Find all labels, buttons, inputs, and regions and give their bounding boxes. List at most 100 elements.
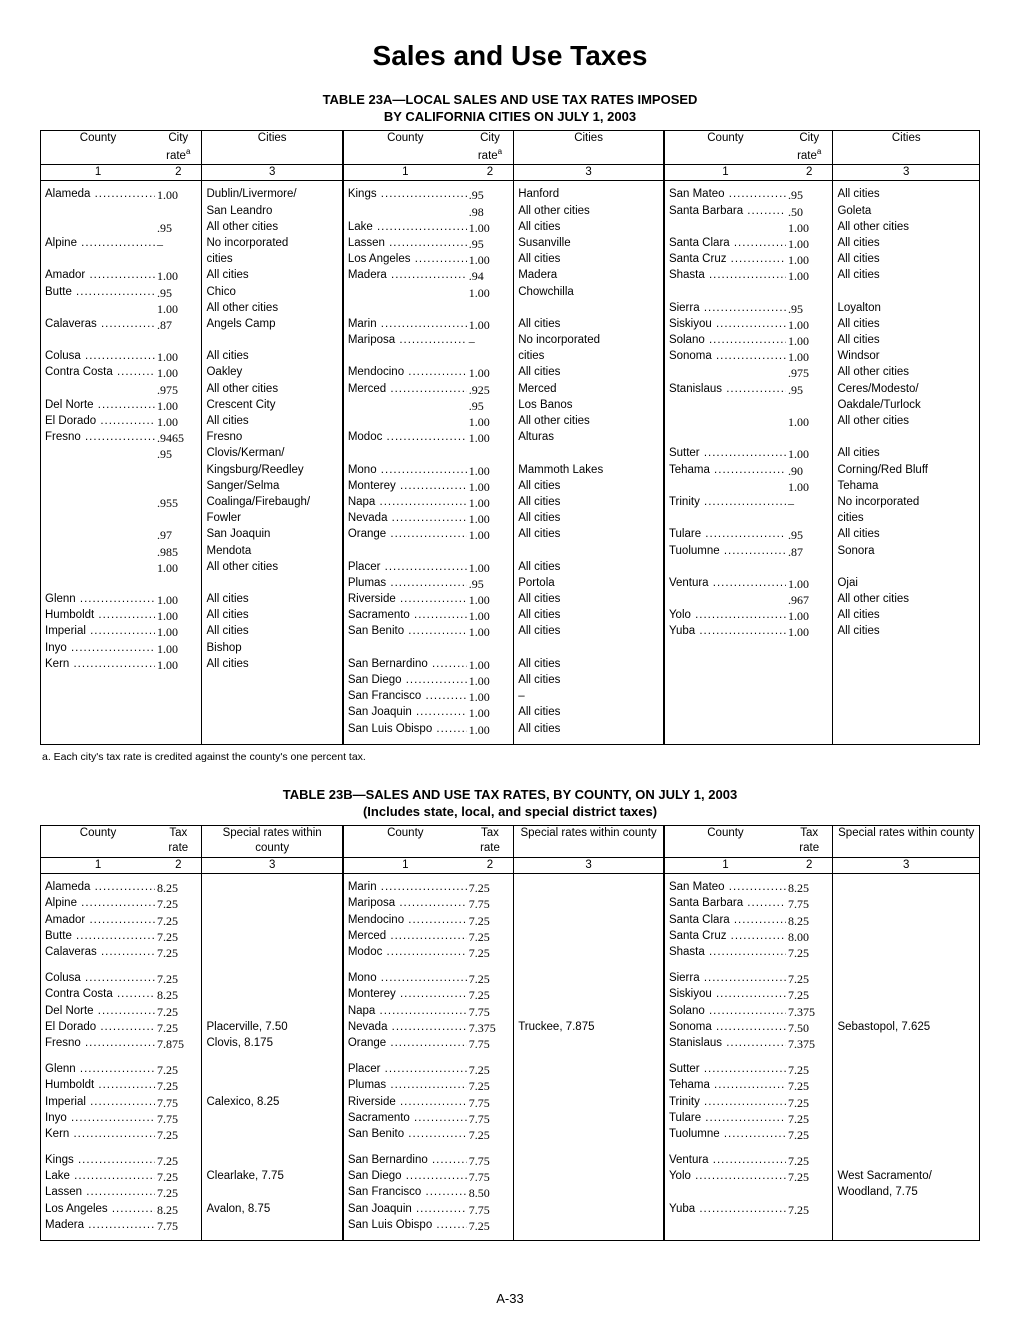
detail-cell <box>833 285 980 301</box>
detail-cell <box>514 896 664 912</box>
detail-cell: All cities <box>514 705 664 721</box>
detail-cell: Avalon, 8.75 <box>202 1202 343 1218</box>
detail-cell: Crescent City <box>202 398 343 414</box>
colnum: 2 <box>467 857 514 874</box>
detail-cell <box>833 1153 980 1169</box>
rate-cell <box>155 333 202 349</box>
rate-cell: 8.00 <box>786 929 833 945</box>
detail-cell: Ceres/Modesto/ <box>833 382 980 398</box>
detail-cell: All cities <box>833 446 980 462</box>
detail-cell: All cities <box>202 657 343 673</box>
hdr-county: County <box>343 131 467 165</box>
rate-cell: 7.25 <box>155 913 202 929</box>
county-cell <box>41 1052 156 1062</box>
rate-cell: 7.75 <box>155 1218 202 1234</box>
detail-cell: All cities <box>514 673 664 689</box>
detail-cell: – <box>514 689 664 705</box>
rate-cell: .975 <box>155 382 202 398</box>
detail-cell: Clearlake, 7.75 <box>202 1169 343 1185</box>
detail-cell <box>514 544 664 560</box>
county-cell: Placer <box>343 560 467 576</box>
detail-cell <box>202 961 343 971</box>
county-cell: San Benito <box>343 1127 467 1143</box>
county-cell <box>664 560 786 576</box>
detail-cell: All cities <box>833 236 980 252</box>
county-cell <box>41 463 156 479</box>
rate-cell <box>155 722 202 738</box>
detail-cell: Sonora <box>833 544 980 560</box>
rate-cell <box>786 689 833 705</box>
detail-cell: All cities <box>202 624 343 640</box>
county-cell: Merced <box>343 929 467 945</box>
detail-cell <box>202 929 343 945</box>
county-cell: Kern <box>41 1127 156 1143</box>
county-cell: Kings <box>343 187 467 203</box>
detail-cell: No incorporated <box>202 236 343 252</box>
detail-cell: All cities <box>514 220 664 236</box>
rate-cell: .95 <box>786 527 833 543</box>
rate-cell: 7.25 <box>155 1062 202 1078</box>
colnum: 1 <box>41 857 156 874</box>
county-cell <box>343 414 467 430</box>
detail-cell: All other cities <box>202 560 343 576</box>
rate-cell: 1.00 <box>467 479 514 495</box>
detail-cell <box>833 1218 980 1234</box>
county-cell: Lake <box>41 1169 156 1185</box>
rate-cell: .95 <box>786 301 833 317</box>
rate-cell: 1.00 <box>786 608 833 624</box>
rate-cell: – <box>786 495 833 511</box>
table-b-heading2: (Includes state, local, and special dist… <box>40 804 980 819</box>
detail-cell: All cities <box>833 608 980 624</box>
county-cell: Mariposa <box>343 896 467 912</box>
rate-cell: 7.75 <box>155 1111 202 1127</box>
rate-cell: .95 <box>467 236 514 252</box>
county-cell <box>41 301 156 317</box>
rate-cell: 1.00 <box>786 317 833 333</box>
detail-cell <box>202 945 343 961</box>
detail-cell: Truckee, 7.875 <box>514 1020 664 1036</box>
county-cell: Solano <box>664 333 786 349</box>
rate-cell: 7.25 <box>467 1062 514 1078</box>
rate-cell: 7.25 <box>155 1185 202 1201</box>
rate-cell <box>155 705 202 721</box>
detail-cell: All cities <box>202 592 343 608</box>
rate-cell <box>786 1143 833 1153</box>
rate-cell: 8.25 <box>155 880 202 896</box>
county-cell: Shasta <box>664 945 786 961</box>
detail-cell <box>514 1111 664 1127</box>
county-cell <box>343 398 467 414</box>
county-cell <box>343 349 467 365</box>
detail-cell: Coalinga/Firebaugh/ <box>202 495 343 511</box>
detail-cell: All other cities <box>202 301 343 317</box>
detail-cell: All cities <box>514 560 664 576</box>
hdr-county: County <box>41 131 156 165</box>
detail-cell: All cities <box>202 608 343 624</box>
county-cell <box>41 544 156 560</box>
county-cell: Imperial <box>41 1095 156 1111</box>
rate-cell <box>786 1185 833 1201</box>
county-cell <box>664 479 786 495</box>
detail-cell <box>833 1095 980 1111</box>
county-cell: Alameda <box>41 880 156 896</box>
detail-cell <box>202 689 343 705</box>
county-cell: Tulare <box>664 1111 786 1127</box>
county-cell <box>41 576 156 592</box>
rate-cell: 7.25 <box>155 1004 202 1020</box>
rate-cell: 1.00 <box>786 479 833 495</box>
detail-cell: All cities <box>833 252 980 268</box>
hdr-special: Special rates within county <box>833 825 980 857</box>
county-cell: Imperial <box>41 624 156 640</box>
hdr-rate: City ratea <box>786 131 833 165</box>
county-cell <box>41 560 156 576</box>
detail-cell: All cities <box>514 252 664 268</box>
rate-cell: 7.375 <box>786 1004 833 1020</box>
rate-cell <box>467 446 514 462</box>
county-cell: El Dorado <box>41 414 156 430</box>
rate-cell <box>467 641 514 657</box>
county-cell: Del Norte <box>41 398 156 414</box>
detail-cell <box>514 961 664 971</box>
county-cell: Sonoma <box>664 1020 786 1036</box>
detail-cell <box>833 1143 980 1153</box>
rate-cell: .95 <box>467 398 514 414</box>
detail-cell <box>833 961 980 971</box>
